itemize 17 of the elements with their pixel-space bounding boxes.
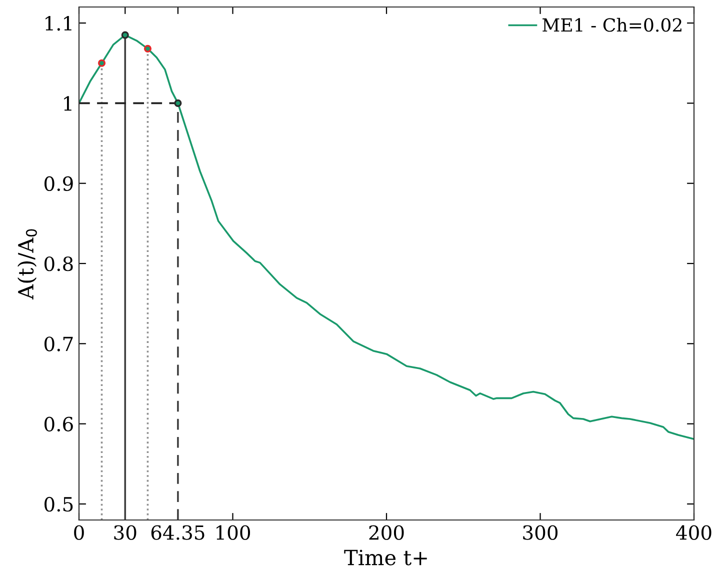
x-axis-title: Time t+ bbox=[344, 550, 427, 566]
y-tick-label: 1.1 bbox=[46, 16, 72, 31]
y-axis-title: A(t)/A$_{0}$ bbox=[17, 229, 37, 300]
y-tick-label: 0.5 bbox=[44, 496, 73, 512]
x-tick-label: 64.35 bbox=[151, 525, 204, 540]
x-tick-label: 200 bbox=[369, 525, 404, 540]
y-tick-label: 0.7 bbox=[44, 336, 73, 352]
y-tick-label: 0.9 bbox=[44, 176, 73, 192]
x-tick-label: 300 bbox=[523, 525, 558, 540]
x-tick-label: 30 bbox=[114, 525, 136, 540]
y-tick-label: 1 bbox=[64, 96, 72, 111]
x-tick-label: 0 bbox=[74, 525, 84, 540]
legend-label: ME1 - Ch=0.02 bbox=[542, 18, 682, 32]
y-tick-label: 0.8 bbox=[44, 256, 73, 272]
x-tick-label: 400 bbox=[676, 525, 712, 540]
y-tick-label: 0.6 bbox=[44, 416, 73, 432]
x-tick-label: 100 bbox=[216, 525, 250, 540]
